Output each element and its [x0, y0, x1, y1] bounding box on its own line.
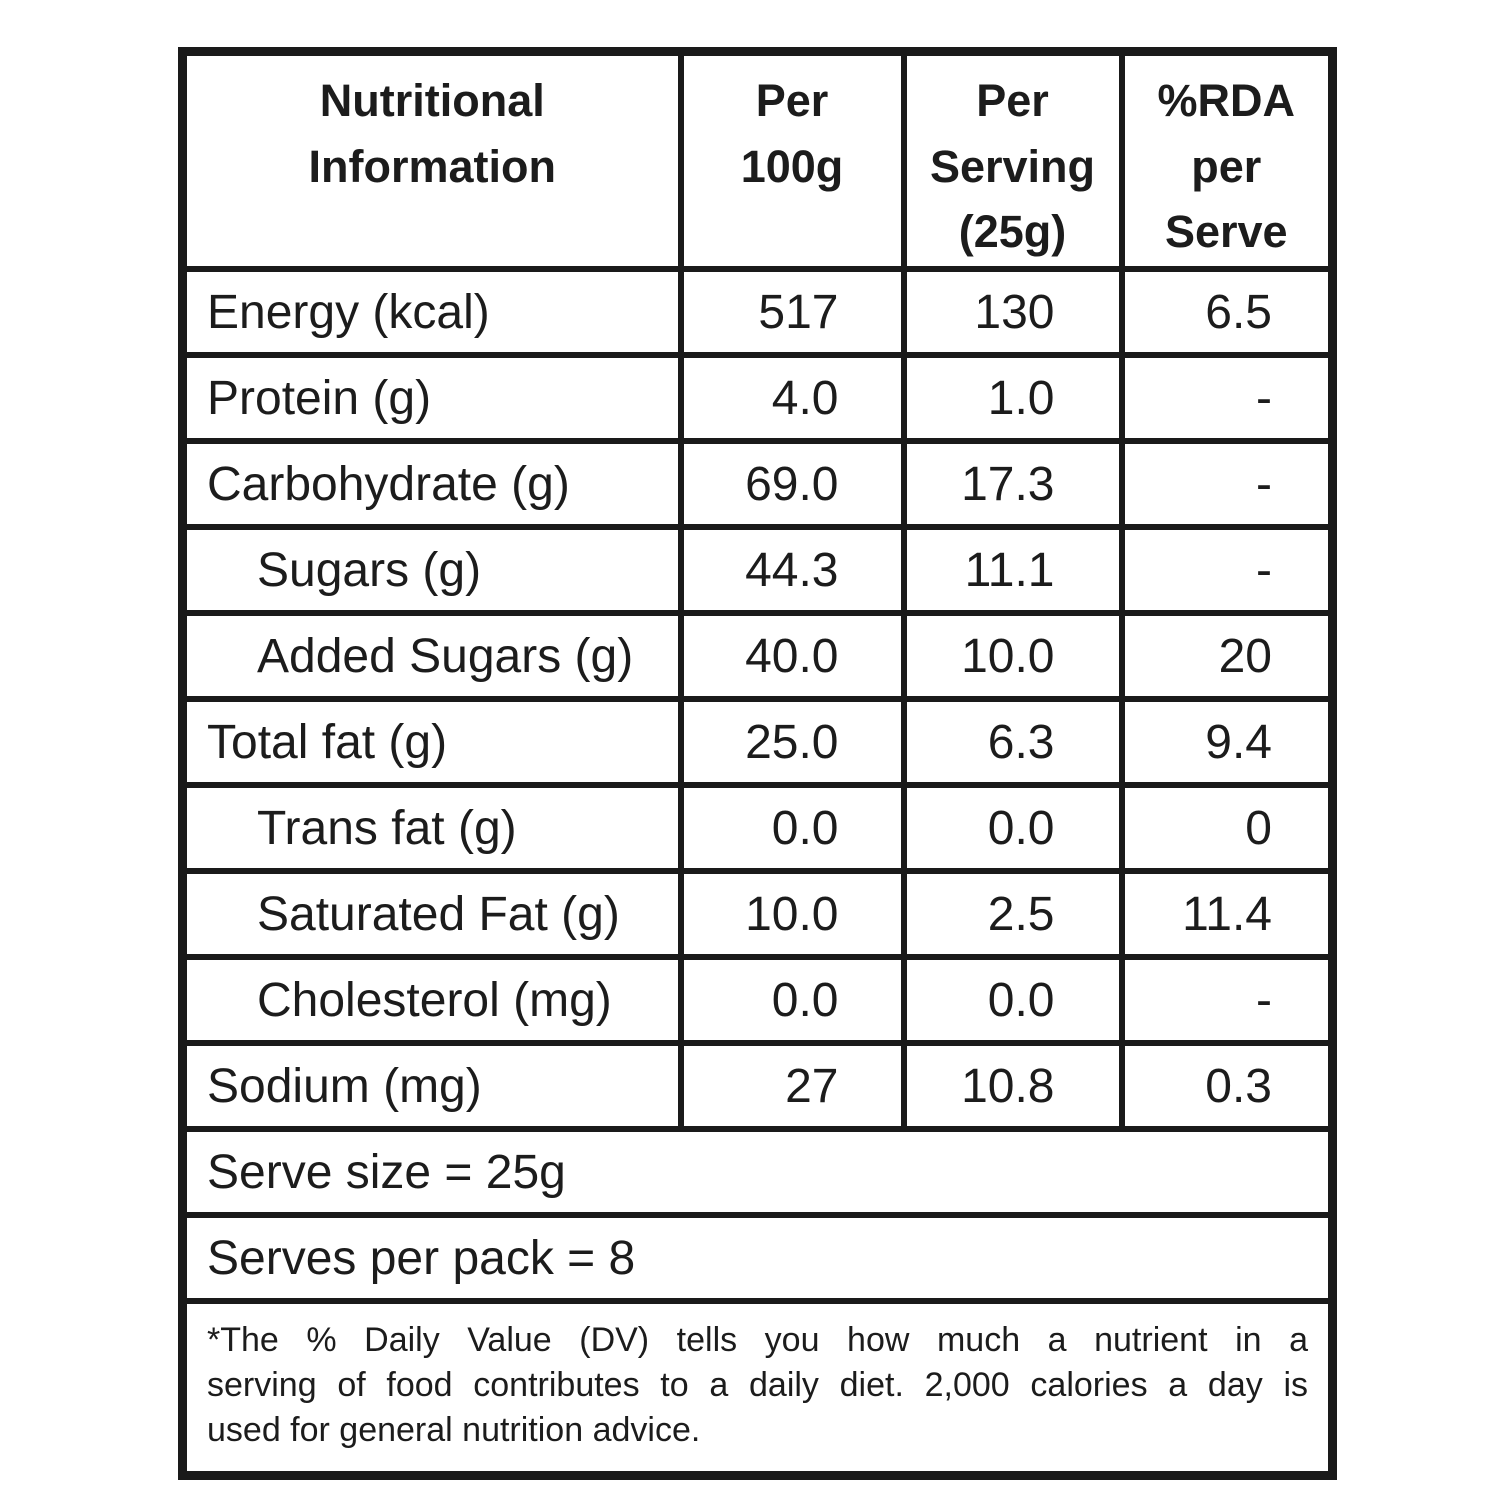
value-per-100g: 25.0	[677, 696, 907, 789]
nutrient-label: Energy (kcal)	[179, 266, 684, 359]
table-row-protein: Protein (g) 4.0 1.0 -	[179, 352, 1336, 445]
value-per-serving: 130	[900, 266, 1125, 359]
value-per-100g: 40.0	[677, 610, 907, 703]
value-per-serving: 0.0	[900, 782, 1125, 875]
value-per-serving: 17.3	[900, 438, 1125, 531]
table-row-carbohydrate: Carbohydrate (g) 69.0 17.3 -	[179, 438, 1336, 531]
value-rda: 0	[1118, 782, 1336, 875]
nutrient-label: Added Sugars (g)	[179, 610, 684, 703]
value-per-serving: 0.0	[900, 954, 1125, 1047]
table-row-cholesterol: Cholesterol (mg) 0.0 0.0 -	[179, 954, 1336, 1047]
serves-per-pack-text: Serves per pack = 8	[179, 1212, 1336, 1305]
table-row-total-fat: Total fat (g) 25.0 6.3 9.4	[179, 696, 1336, 789]
value-rda: 11.4	[1118, 868, 1336, 961]
value-rda: 20	[1118, 610, 1336, 703]
header-row: Nutritional Information Per 100g Per Ser…	[179, 48, 1336, 273]
header-nutritional-information: Nutritional Information	[179, 48, 684, 273]
nutrient-label: Saturated Fat (g)	[179, 868, 684, 961]
table-row-energy: Energy (kcal) 517 130 6.5	[179, 266, 1336, 359]
value-per-serving: 2.5	[900, 868, 1125, 961]
value-per-serving: 1.0	[900, 352, 1125, 445]
value-rda: -	[1118, 438, 1336, 531]
value-per-100g: 0.0	[677, 954, 907, 1047]
value-per-100g: 4.0	[677, 352, 907, 445]
value-rda: 6.5	[1118, 266, 1336, 359]
nutrient-label: Carbohydrate (g)	[179, 438, 684, 531]
value-per-serving: 10.0	[900, 610, 1125, 703]
value-rda: 0.3	[1118, 1040, 1336, 1133]
footnote-line-3: used for general nutrition advice.	[207, 1410, 701, 1449]
table-row-saturated-fat: Saturated Fat (g) 10.0 2.5 11.4	[179, 868, 1336, 961]
value-rda: -	[1118, 954, 1336, 1047]
footnote-cell: *The % Daily Value (DV) tells you how mu…	[179, 1298, 1336, 1479]
value-per-100g: 10.0	[677, 868, 907, 961]
nutrient-label: Sodium (mg)	[179, 1040, 684, 1133]
value-per-100g: 69.0	[677, 438, 907, 531]
footnote-line-1: *The % Daily Value (DV) tells you how mu…	[207, 1321, 1308, 1360]
value-per-100g: 27	[677, 1040, 907, 1133]
nutrient-label: Total fat (g)	[179, 696, 684, 789]
table-row-sodium: Sodium (mg) 27 10.8 0.3	[179, 1040, 1336, 1133]
footnote-row: *The % Daily Value (DV) tells you how mu…	[179, 1298, 1336, 1479]
value-per-serving: 10.8	[900, 1040, 1125, 1133]
table-row-added-sugars: Added Sugars (g) 40.0 10.0 20	[179, 610, 1336, 703]
serve-size-text: Serve size = 25g	[179, 1126, 1336, 1219]
nutrient-label: Sugars (g)	[179, 524, 684, 617]
value-rda: 9.4	[1118, 696, 1336, 789]
table-row-trans-fat: Trans fat (g) 0.0 0.0 0	[179, 782, 1336, 875]
serve-size-row: Serve size = 25g	[179, 1126, 1336, 1219]
serves-per-pack-row: Serves per pack = 8	[179, 1212, 1336, 1305]
value-rda: -	[1118, 524, 1336, 617]
value-per-serving: 6.3	[900, 696, 1125, 789]
header-rda-per-serve: %RDA per Serve	[1118, 48, 1336, 273]
header-per-serving: Per Serving (25g)	[900, 48, 1125, 273]
nutrient-label: Trans fat (g)	[179, 782, 684, 875]
value-per-100g: 44.3	[677, 524, 907, 617]
value-per-100g: 517	[677, 266, 907, 359]
header-per-100g: Per 100g	[677, 48, 907, 273]
footnote-line-2: serving of food contributes to a daily d…	[207, 1365, 1308, 1404]
value-per-100g: 0.0	[677, 782, 907, 875]
table-row-sugars: Sugars (g) 44.3 11.1 -	[179, 524, 1336, 617]
value-rda: -	[1118, 352, 1336, 445]
nutrition-table: Nutritional Information Per 100g Per Ser…	[178, 47, 1337, 1480]
nutrient-label: Protein (g)	[179, 352, 684, 445]
value-per-serving: 11.1	[900, 524, 1125, 617]
nutrient-label: Cholesterol (mg)	[179, 954, 684, 1047]
